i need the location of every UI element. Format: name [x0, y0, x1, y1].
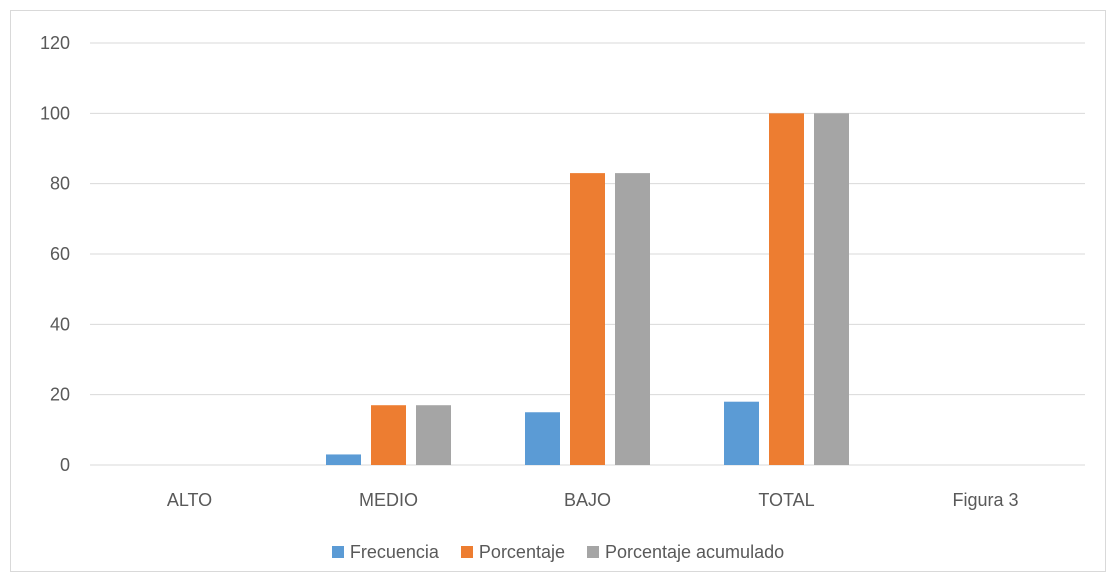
x-axis-tick-labels: ALTO MEDIO BAJO TOTAL Figura 3	[167, 490, 1019, 510]
y-tick-label: 100	[40, 103, 70, 123]
legend-item: Frecuencia	[331, 541, 439, 563]
legend-label: Porcentaje	[478, 541, 565, 562]
x-tick-label: TOTAL	[758, 490, 814, 510]
y-tick-label: 0	[60, 455, 70, 475]
x-tick-label: BAJO	[564, 490, 611, 510]
legend-item: Porcentaje	[460, 541, 565, 563]
legend-label: Frecuencia	[349, 541, 439, 562]
legend-swatch	[331, 546, 344, 558]
x-tick-label: Figura 3	[952, 490, 1018, 510]
y-tick-label: 20	[50, 385, 70, 405]
chart-frame	[10, 10, 1106, 572]
bar-porcentaje-bajo	[570, 173, 605, 465]
y-tick-label: 80	[50, 174, 70, 194]
y-tick-label: 120	[40, 33, 70, 53]
bar-porcentaje-total	[769, 113, 804, 465]
legend-item: Porcentaje acumulado	[586, 541, 785, 563]
bar-porcentaje-acumulado-bajo	[615, 173, 650, 465]
bar-frecuencia-medio	[326, 454, 361, 465]
chart-legend: Frecuencia Porcentaje Porcentaje acumulado	[0, 538, 1116, 566]
y-tick-label: 60	[50, 244, 70, 264]
bar-porcentaje-medio	[371, 405, 406, 465]
x-tick-label: ALTO	[167, 490, 212, 510]
legend-swatch	[460, 546, 473, 558]
bar-chart: 0 20 40 60 80 100 120 ALTO MEDIO BAJO TOTAL Figura…	[40, 33, 1085, 510]
bar-porcentaje-acumulado-medio	[416, 405, 451, 465]
bar-porcentaje-acumulado-total	[814, 113, 849, 465]
y-tick-label: 40	[50, 314, 70, 334]
bar-frecuencia-total	[724, 401, 759, 465]
bars	[326, 113, 849, 465]
legend-label: Porcentaje acumulado	[604, 541, 785, 562]
legend-swatch	[586, 546, 599, 558]
x-tick-label: MEDIO	[359, 490, 418, 510]
y-axis-tick-labels: 0 20 40 60 80 100 120	[40, 33, 70, 475]
bar-frecuencia-bajo	[525, 412, 560, 465]
